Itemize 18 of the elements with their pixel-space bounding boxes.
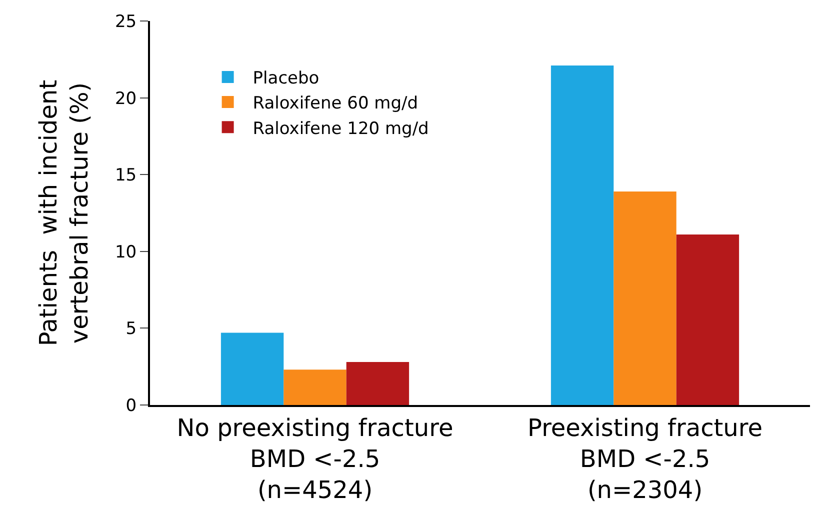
legend-label: Raloxifene 120 mg/d xyxy=(252,118,429,139)
bar xyxy=(550,66,614,405)
bar xyxy=(346,362,410,405)
y-tick-label: 0 xyxy=(126,396,137,416)
bar xyxy=(284,370,346,405)
bar xyxy=(220,332,284,405)
x-tick-label: No preexisting fracture BMD <-2.5 (n=4524) xyxy=(176,414,454,504)
y-tick-label: 10 xyxy=(114,242,137,262)
y-tick-label: 25 xyxy=(114,12,137,32)
bar xyxy=(676,234,740,405)
legend-label: Raloxifene 60 mg/d xyxy=(252,94,418,114)
y-axis-title: Patients with incident vertebral fracture (%) xyxy=(34,80,94,346)
y-tick-label: 5 xyxy=(126,319,137,340)
x-tick-label: Preexisting fracture BMD <-2.5 (n=2304) xyxy=(528,414,762,504)
legend-label: Placebo xyxy=(252,68,320,89)
y-tick-label: 20 xyxy=(114,88,137,109)
bar xyxy=(614,192,676,405)
y-tick-label: 15 xyxy=(114,166,137,186)
